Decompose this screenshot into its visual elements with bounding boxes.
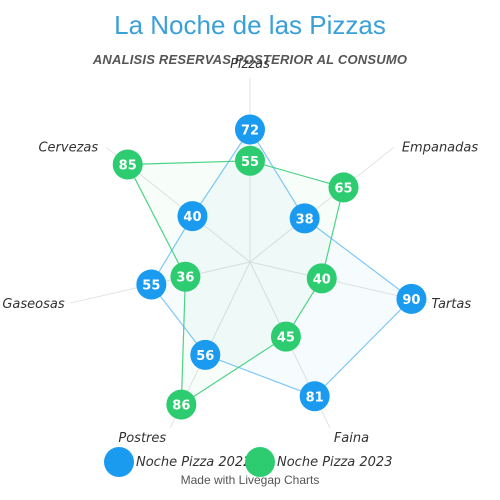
data-label-2023-empanadas: 65 xyxy=(334,181,352,196)
data-label-2022-empanadas: 38 xyxy=(296,212,314,227)
chart-title: La Noche de las Pizzas xyxy=(114,10,386,40)
data-point-2022-faina xyxy=(299,381,330,412)
data-label-2022-postres: 56 xyxy=(196,349,214,364)
data-label-2023-postres: 86 xyxy=(172,399,190,414)
legend-item-2023[interactable]: Noche Pizza 2023 xyxy=(245,447,392,477)
data-label-2023-pizzas: 55 xyxy=(241,155,259,170)
legend-swatch-2023 xyxy=(245,447,275,477)
data-label-2022-pizzas: 72 xyxy=(241,124,259,139)
data-point-2023-tartas xyxy=(306,263,337,294)
legend-label-2023: Noche Pizza 2023 xyxy=(277,454,393,470)
axis-label-faina: Faina xyxy=(334,431,369,446)
legend: Noche Pizza 2022 Noche Pizza 2023 xyxy=(0,447,500,477)
data-point-2023-cervezas xyxy=(112,149,143,180)
data-label-2023-tartas: 40 xyxy=(313,272,331,287)
data-point-2022-pizzas xyxy=(235,114,265,145)
data-point-2022-postres xyxy=(190,339,221,370)
data-label-2023-gaseosas: 36 xyxy=(176,271,194,286)
data-label-2023-cervezas: 85 xyxy=(119,158,137,173)
data-point-2023-empanadas xyxy=(328,172,359,203)
data-label-2022-tartas: 90 xyxy=(402,293,420,308)
data-label-2022-faina: 81 xyxy=(306,390,324,405)
data-point-2023-postres xyxy=(166,389,197,420)
legend-item-2022[interactable]: Noche Pizza 2022 xyxy=(104,447,251,477)
data-point-2022-tartas xyxy=(396,283,427,314)
axis-label-tartas: Tartas xyxy=(431,297,471,312)
data-point-2022-empanadas xyxy=(289,203,320,234)
credit-text: Made with Livegap Charts xyxy=(180,473,320,487)
axis-label-empanadas: Empanadas xyxy=(402,140,479,155)
axis-line-empanadas xyxy=(249,146,395,263)
data-point-2023-faina xyxy=(270,321,301,352)
data-label-2022-gaseosas: 55 xyxy=(142,279,160,294)
axis-label-gaseosas: Gaseosas xyxy=(2,297,65,312)
axis-label-pizzas: Pizzas xyxy=(230,57,270,72)
data-point-2022-gaseosas xyxy=(136,269,167,300)
chart-subtitle: ANALISIS RESERVAS POSTERIOR AL CONSUMO xyxy=(92,52,408,67)
data-point-2023-pizzas xyxy=(235,145,265,176)
legend-swatch-2022 xyxy=(104,447,134,477)
legend-label-2022: Noche Pizza 2022 xyxy=(136,454,252,470)
data-point-2023-gaseosas xyxy=(170,261,201,292)
data-label-2023-faina: 45 xyxy=(277,331,295,346)
data-label-2022-cervezas: 40 xyxy=(183,210,201,225)
axis-label-postres: Postres xyxy=(118,431,166,446)
data-point-2022-cervezas xyxy=(177,201,208,232)
axis-label-cervezas: Cervezas xyxy=(38,140,98,155)
